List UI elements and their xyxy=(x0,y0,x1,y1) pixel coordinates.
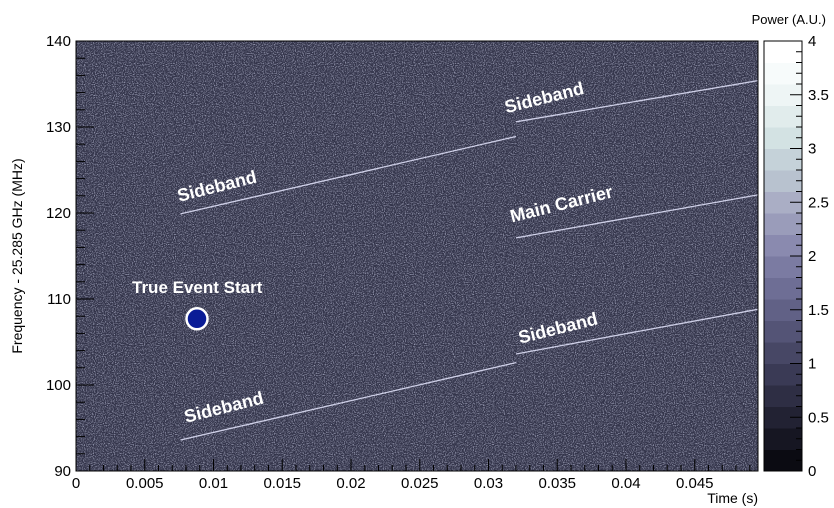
x-axis: 0 0.005 0.01 0.015 0.02 0.025 0.03 0.035 0.04 0.0… xyxy=(72,459,751,492)
plot-area xyxy=(75,40,759,472)
y-axis: 90 100 110 120 130 140 xyxy=(46,33,94,480)
colorbar-band xyxy=(764,127,802,149)
x-tick-label: 0.015 xyxy=(263,475,301,492)
x-tick-label: 0.04 xyxy=(611,475,640,492)
x-tick-label: 0.005 xyxy=(126,475,164,492)
colorbar-band xyxy=(764,148,802,171)
plot-frame xyxy=(75,40,759,472)
signal-track-4 xyxy=(180,361,517,441)
y-axis-title: Frequency - 25.285 GHz (MHz) xyxy=(9,158,25,353)
colorbar-tick-label: 0 xyxy=(808,463,816,480)
colorbar-band xyxy=(764,385,802,407)
colorbar-band xyxy=(764,84,802,106)
noise-texture xyxy=(76,41,758,471)
y-tick-label: 120 xyxy=(46,205,71,222)
x-tick-label: 0.01 xyxy=(199,475,228,492)
x-tick-label: 0.03 xyxy=(474,475,503,492)
colorbar-title: Power (A.U.) xyxy=(752,12,826,27)
colorbar-band xyxy=(764,170,802,192)
signal-track-3 xyxy=(515,194,758,239)
colorbar-band xyxy=(764,428,802,450)
event-start-marker xyxy=(185,307,209,331)
signal-track-2 xyxy=(515,79,758,123)
colorbar-band xyxy=(764,342,802,364)
colorbar-band xyxy=(764,213,802,235)
colorbar-band xyxy=(764,406,802,429)
colorbar-tick-label: 3 xyxy=(808,141,816,158)
x-tick-label: 0.035 xyxy=(538,475,576,492)
colorbar-tick-label: 4 xyxy=(808,33,816,50)
x-tick-label: 0 xyxy=(72,475,80,492)
colorbar-tick-label: 2 xyxy=(808,248,816,265)
colorbar-band xyxy=(764,191,802,214)
y-tick-label: 110 xyxy=(47,291,71,308)
y-tick-label: 90 xyxy=(54,463,71,480)
colorbar-tick-label: 2.5 xyxy=(808,194,829,211)
colorbar-tick-label: 1 xyxy=(808,356,816,373)
signal-track-1 xyxy=(180,135,517,215)
colorbar-band xyxy=(764,320,802,343)
colorbar-tick-label: 1.5 xyxy=(808,302,829,319)
colorbar-tick-label: 0.5 xyxy=(808,409,829,426)
y-tick-label: 130 xyxy=(46,119,71,136)
colorbar-band xyxy=(764,234,802,257)
y-tick-label: 140 xyxy=(46,33,71,50)
colorbar-band xyxy=(764,41,802,63)
x-tick-label: 0.02 xyxy=(336,475,365,492)
x-tick-label: 0.025 xyxy=(401,475,439,492)
y-tick-label: 100 xyxy=(46,377,71,394)
colorbar-band xyxy=(764,299,802,321)
colorbar-band xyxy=(764,449,802,472)
colorbar-band xyxy=(764,277,802,300)
colorbar-band xyxy=(764,62,802,85)
signal-track-5 xyxy=(515,308,758,355)
colorbar-tick-label: 3.5 xyxy=(808,87,829,104)
colorbar: 0 0.5 1 1.5 2 2.5 3 3.5 4 xyxy=(763,33,829,480)
colorbar-band xyxy=(764,256,802,278)
colorbar-band xyxy=(764,363,802,386)
x-axis-title: Time (s) xyxy=(707,490,758,506)
x-tick-label: 0.045 xyxy=(676,475,714,492)
event-start-label: True Event Start xyxy=(132,278,263,297)
colorbar-band xyxy=(764,105,802,128)
